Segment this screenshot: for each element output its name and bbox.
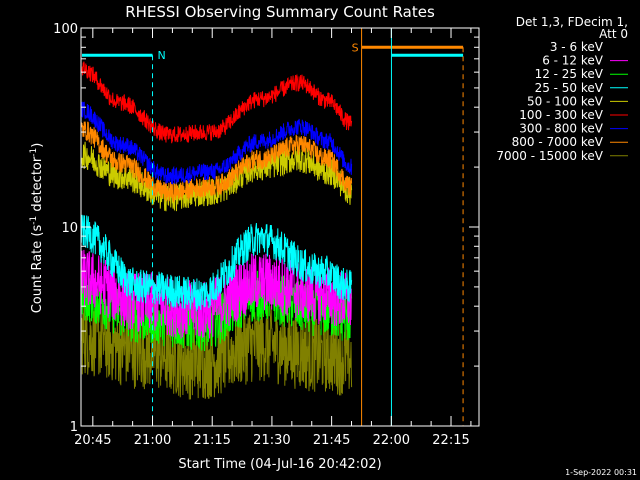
chart-title: RHESSI Observing Summary Count Rates xyxy=(125,3,435,21)
attenuator-annotations: NS xyxy=(82,28,464,426)
legend-title-line-1: Det 1,3, FDecim 1, xyxy=(516,15,628,29)
series-line-3 xyxy=(80,214,353,312)
footer-timestamp: 1-Sep-2022 00:31 xyxy=(565,468,637,477)
y-axis-label-sup: -1 xyxy=(29,216,39,225)
x-tick-label: 21:45 xyxy=(313,433,350,448)
y-axis-label-tail: detector xyxy=(30,156,45,216)
legend-label-2: 12 - 25 keV xyxy=(535,67,604,81)
legend-label-7: 800 - 7000 keV xyxy=(512,135,604,149)
annotation-label-1: S xyxy=(352,41,359,54)
x-tick-label: 21:00 xyxy=(134,433,171,448)
plot-data xyxy=(80,61,353,427)
x-tick-label: 21:30 xyxy=(253,433,290,448)
x-tick-label: 22:00 xyxy=(373,433,410,448)
series-line-5 xyxy=(80,61,353,144)
legend-label-4: 50 - 100 keV xyxy=(527,94,604,108)
x-axis-ticks: 20:45 21:00 21:15 21:30 21:45 22:00 22:15 xyxy=(74,28,472,448)
series-line-6 xyxy=(80,101,353,185)
y-axis-label-close: ) xyxy=(30,143,45,148)
legend-label-8: 7000 - 15000 keV xyxy=(496,149,603,163)
y-axis-label-text: Count Rate (s xyxy=(30,225,45,314)
series-line-0 xyxy=(80,343,353,427)
annotation-label-0: N xyxy=(158,49,166,62)
series-line-4 xyxy=(80,141,353,212)
legend-label-6: 300 - 800 keV xyxy=(519,122,603,136)
x-tick-label: 20:45 xyxy=(74,433,111,448)
series-line-7 xyxy=(80,121,353,203)
legend-label-0: 3 - 6 keV xyxy=(550,40,604,54)
y-tick-label: 100 xyxy=(53,22,78,37)
y-axis-label-tail-sup: -1 xyxy=(29,148,39,157)
legend-label-5: 100 - 300 keV xyxy=(519,108,603,122)
y-tick-label: 10 xyxy=(61,221,78,236)
legend-label-3: 25 - 50 keV xyxy=(535,81,604,95)
y-axis-label: Count Rate (s-1 detector-1) xyxy=(29,143,45,314)
legend-label-1: 6 - 12 keV xyxy=(542,54,604,68)
x-tick-label: 21:15 xyxy=(193,433,230,448)
y-tick-label: 1 xyxy=(70,420,78,435)
legend-title-line-2: Att 0 xyxy=(599,27,628,41)
series-line-8 xyxy=(80,300,353,400)
x-axis-label: Start Time (04-Jul-16 20:42:02) xyxy=(178,457,381,472)
x-tick-label: 22:15 xyxy=(432,433,469,448)
